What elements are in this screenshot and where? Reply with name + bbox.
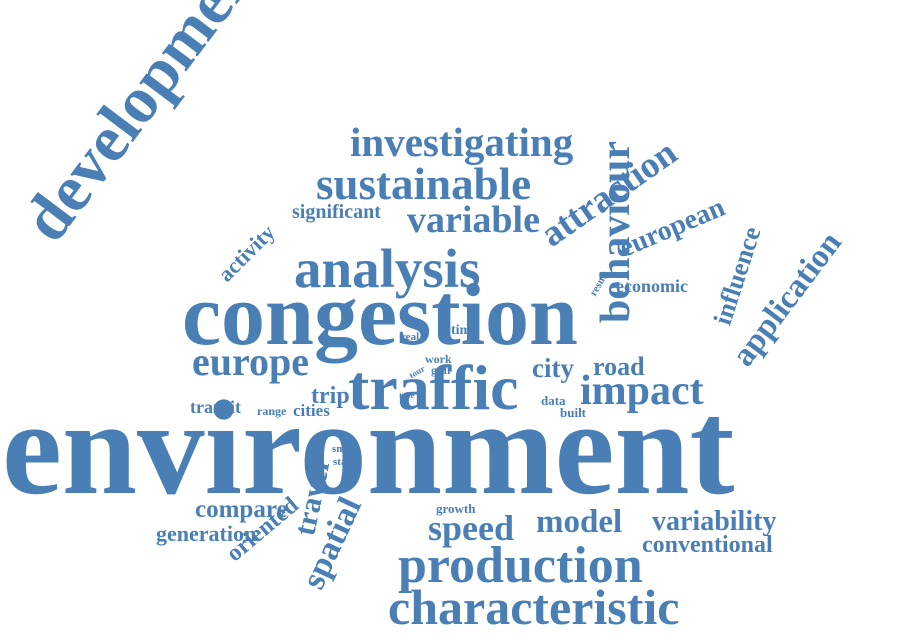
word-production: production	[398, 537, 643, 594]
word-transit: transit	[190, 397, 241, 417]
word-sustainable: sustainable	[316, 159, 532, 209]
word-road: road	[593, 352, 645, 381]
word-development: development	[8, 0, 283, 255]
word-compare: compare	[195, 496, 288, 523]
word-smart: smart	[332, 443, 360, 455]
word-analysis: analysis	[294, 238, 481, 299]
word-model: model	[536, 504, 623, 540]
word-congestion: congestion	[182, 267, 578, 364]
word-time: time	[451, 323, 478, 338]
word-city: city	[532, 353, 574, 383]
word-investigating: investigating	[350, 119, 574, 165]
word-variable: variable	[407, 199, 540, 241]
word-europe: europe	[192, 339, 310, 384]
word-work: work	[425, 352, 452, 366]
word-data: data	[541, 393, 566, 408]
word-generation: generation	[156, 521, 257, 546]
word-rate: rate	[399, 390, 415, 400]
word-traffic: traffic	[348, 352, 519, 423]
word-significant: significant	[292, 201, 381, 223]
word-characteristic: characteristic	[388, 579, 680, 633]
word-environment: environment	[2, 374, 735, 523]
word-real: real	[401, 331, 420, 343]
word-range: range	[257, 404, 287, 418]
word-variability: variability	[652, 506, 777, 537]
word-built: built	[560, 405, 587, 420]
word-gulf: gulf	[431, 363, 452, 377]
word-conventional: conventional	[642, 532, 773, 558]
word-growth: growth	[436, 501, 476, 516]
word-stage: stage	[333, 456, 357, 468]
word-economic: economic	[616, 276, 688, 296]
word-cities: cities	[293, 401, 330, 420]
word-impact: impact	[580, 368, 704, 414]
word-trip: trip	[311, 383, 350, 409]
word-speed: speed	[428, 508, 515, 548]
